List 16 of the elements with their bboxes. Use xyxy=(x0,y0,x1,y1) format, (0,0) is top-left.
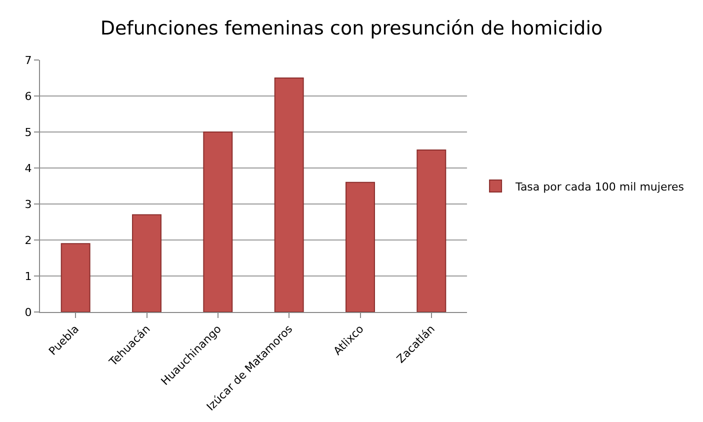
y-tick-label: 7 xyxy=(24,54,32,67)
y-tick-label: 5 xyxy=(24,126,32,139)
y-tick-label: 6 xyxy=(24,90,32,103)
y-tick-label: 0 xyxy=(24,306,32,319)
bar xyxy=(132,214,162,312)
y-tick-label: 1 xyxy=(24,270,32,283)
bar xyxy=(274,78,304,312)
legend-label: Tasa por cada 100 mil mujeres xyxy=(514,180,684,194)
y-tick-label: 2 xyxy=(24,234,32,247)
bar xyxy=(60,243,90,312)
bar xyxy=(416,150,446,312)
bar xyxy=(346,182,375,312)
chart-title: Defunciones femeninas con presunción de homicidio xyxy=(100,17,603,40)
y-tick-label: 4 xyxy=(24,162,32,175)
bar xyxy=(203,132,233,312)
y-tick-label: 3 xyxy=(24,198,32,211)
